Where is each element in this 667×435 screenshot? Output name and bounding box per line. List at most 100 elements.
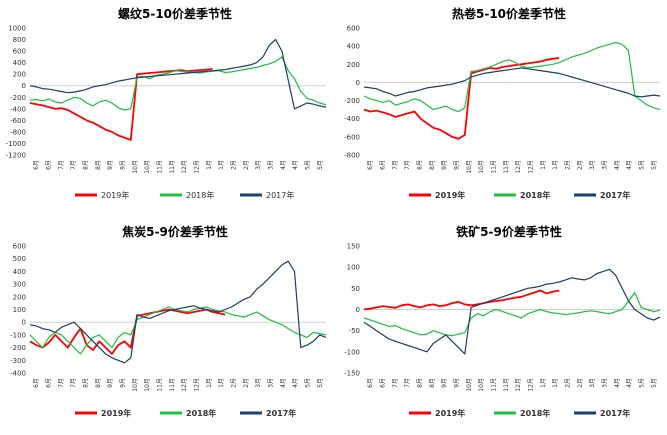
series-line-2017年 (363, 67, 661, 98)
x-tick-label: 1月 (552, 160, 559, 170)
chart-title: 焦炭5-9价差季节性 (121, 224, 228, 239)
x-tick-label: 7月 (404, 378, 411, 388)
x-tick-label: 6月 (46, 378, 53, 388)
legend-label: 2019年 (435, 408, 465, 418)
legend-label: 2018年 (520, 190, 550, 200)
y-tick-label: -100 (344, 348, 360, 356)
x-tick-label: 6月 (33, 160, 40, 170)
y-tick-label: 200 (13, 71, 26, 79)
series-line-2017年 (29, 38, 327, 110)
x-tick-label: 10月 (144, 160, 151, 174)
legend-label: 2018年 (520, 408, 550, 418)
y-tick-label: 150 (347, 243, 360, 251)
y-tick-label: 600 (13, 48, 26, 56)
y-tick-label: 50 (351, 285, 360, 293)
y-tick-label: 100 (347, 264, 360, 272)
x-tick-label: 12月 (181, 378, 188, 392)
x-tick-label: 3月 (602, 160, 609, 170)
y-tick-label: 600 (13, 243, 26, 251)
x-tick-label: 1月 (218, 378, 225, 388)
y-tick-label: -800 (344, 152, 360, 160)
x-tick-label: 8月 (429, 378, 436, 388)
y-tick-label: 400 (13, 268, 26, 276)
x-tick-label: 8月 (417, 378, 424, 388)
x-tick-label: 4月 (626, 160, 633, 170)
x-tick-label: 7月 (70, 160, 77, 170)
x-tick-label: 4月 (614, 160, 621, 170)
y-tick-label: -1200 (6, 152, 26, 160)
y-tick-label: -100 (10, 331, 26, 339)
x-tick-label: 2月 (565, 378, 572, 388)
x-tick-label: 4月 (280, 378, 287, 388)
x-tick-label: 10月 (478, 378, 485, 392)
x-tick-label: 11月 (503, 378, 510, 392)
x-tick-label: 2月 (231, 160, 238, 170)
series-line-2019年 (29, 308, 226, 355)
chart-title: 热卷5-10价差季节性 (452, 6, 566, 21)
chart-title: 铁矿5-9价差季节性 (456, 224, 562, 239)
y-tick-label: 600 (347, 25, 360, 33)
y-tick-label: 400 (13, 59, 26, 67)
series-line-2019年 (363, 57, 560, 140)
y-tick-label: 800 (13, 36, 26, 44)
x-tick-label: 7月 (70, 378, 77, 388)
x-tick-label: 9月 (454, 378, 461, 388)
y-tick-label: 0 (356, 306, 360, 314)
y-tick-label: -200 (10, 94, 26, 102)
x-tick-label: 7月 (58, 160, 65, 170)
x-tick-label: 11月 (157, 160, 164, 174)
y-tick-label: 100 (13, 306, 26, 314)
x-tick-label: 2月 (231, 378, 238, 388)
x-tick-label: 12月 (181, 160, 188, 174)
chart-title: 螺纹5-10价差季节性 (118, 6, 232, 21)
x-tick-label: 6月 (46, 160, 53, 170)
x-tick-label: 5月 (639, 378, 646, 388)
y-tick-label: -300 (10, 357, 26, 365)
x-tick-label: 10月 (466, 160, 473, 174)
x-tick-label: 10月 (144, 378, 151, 392)
x-tick-label: 4月 (614, 378, 621, 388)
x-tick-label: 2月 (565, 160, 572, 170)
chart-svg-hotcoil: 热卷5-10价差季节性 600 400 200 0 -200 -400 -600 -800 6月 6… (344, 6, 661, 200)
chart-svg-coke: 焦炭5-9价差季节性 600 500 400 300 200 100 0 -100 -200 -30… (10, 224, 327, 418)
x-tick-label: 2月 (243, 160, 250, 170)
x-tick-label: 11月 (491, 378, 498, 392)
legend-label: 2017年 (600, 190, 630, 200)
x-tick-label: 9月 (120, 378, 127, 388)
legend-label: 2019年 (435, 190, 465, 200)
chart-svg-rebar: 螺纹5-10价差季节性 1000 800 600 400 200 0 -200 -400 -600… (6, 6, 327, 200)
x-tick-label: 5月 (651, 160, 658, 170)
chart-panel-rebar: 螺纹5-10价差季节性 1000 800 600 400 200 0 -200 -400 -600… (0, 0, 333, 217)
chart-svg-ironore: 铁矿5-9价差季节性 150 100 50 0 -50 -100 -150 6月 6月 7月 7月 8月… (344, 224, 661, 418)
y-tick-label: 0 (356, 79, 360, 87)
x-tick-label: 8月 (83, 160, 90, 170)
x-tick-label: 5月 (639, 160, 646, 170)
x-tick-label: 10月 (132, 160, 139, 174)
x-tick-label: 9月 (441, 160, 448, 170)
x-tick-label: 6月 (380, 160, 387, 170)
x-tick-label: 10月 (132, 378, 139, 392)
x-tick-label: 9月 (120, 160, 127, 170)
y-tick-label: -200 (10, 344, 26, 352)
x-tick-label: 2月 (577, 378, 584, 388)
x-tick-label: 5月 (317, 160, 324, 170)
legend-label: 2017年 (266, 190, 294, 200)
x-tick-label: 8月 (95, 378, 102, 388)
legend-label: 2018年 (186, 190, 214, 200)
chart-panel-coke: 焦炭5-9价差季节性 600 500 400 300 200 100 0 -100 -200 -30… (0, 218, 333, 435)
x-tick-label: 11月 (503, 160, 510, 174)
x-tick-label: 10月 (478, 160, 485, 174)
x-tick-label: 6月 (367, 378, 374, 388)
x-tick-label: 8月 (83, 378, 90, 388)
x-tick-label: 9月 (107, 160, 114, 170)
y-tick-label: -1000 (6, 140, 26, 148)
x-tick-label: 8月 (95, 160, 102, 170)
x-tick-label: 8月 (417, 160, 424, 170)
x-tick-label: 6月 (380, 378, 387, 388)
x-tick-label: 12月 (194, 378, 201, 392)
x-tick-label: 1月 (540, 160, 547, 170)
legend-label: 2019年 (101, 408, 131, 418)
series-line-2018年 (363, 292, 661, 337)
legend-label: 2017年 (600, 408, 630, 418)
y-tick-label: 400 (347, 43, 360, 51)
